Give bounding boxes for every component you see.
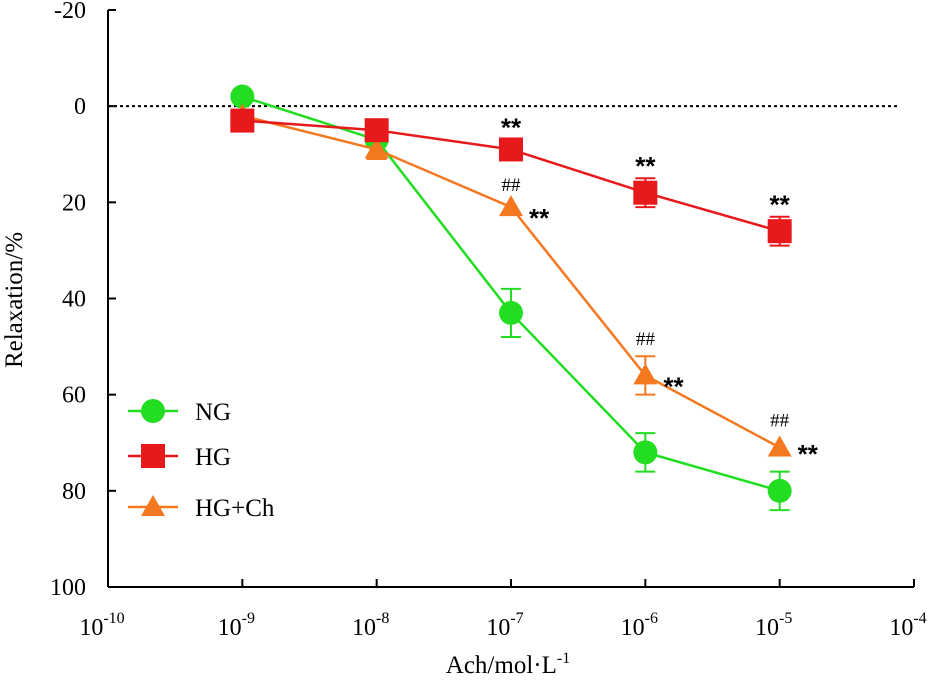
data-point <box>767 478 792 503</box>
legend-label: HG <box>195 444 231 471</box>
significance-hashes: ## <box>636 329 656 350</box>
series-line <box>242 114 781 449</box>
significance-stars: ** <box>635 151 656 181</box>
annotations: ** ** ** ## ** ## ** ## ** <box>501 113 819 469</box>
series-hg <box>230 108 792 247</box>
y-tick-label: 80 <box>62 479 86 505</box>
significance-stars: ** <box>501 113 522 143</box>
data-point <box>633 363 658 385</box>
x-tick-label: 10-6 <box>621 610 658 641</box>
data-point <box>767 435 792 457</box>
legend-item: NG <box>128 399 231 426</box>
x-tick-label: 10-8 <box>352 610 389 641</box>
legend: NG HG HG+Ch <box>128 399 275 522</box>
significance-stars: ** <box>770 190 791 220</box>
y-axis-title: Relaxation/% <box>1 232 28 368</box>
legend-item: HG+Ch <box>128 495 275 522</box>
data-point <box>230 108 255 133</box>
y-tick-label: 40 <box>62 287 86 313</box>
x-tick-label: 10-4 <box>889 610 926 641</box>
significance-hashes: ## <box>770 411 790 432</box>
x-tick-label: 10-7 <box>486 610 523 641</box>
legend-item: HG <box>128 444 231 471</box>
significance-stars: ** <box>529 203 550 233</box>
tick-labels: -20 0 20 40 60 80 100 10-10 10-9 10-8 10-7 10-6 10-5… <box>50 0 927 641</box>
data-point <box>499 300 523 325</box>
axes <box>107 9 915 588</box>
legend-label: HG+Ch <box>195 495 275 522</box>
significance-stars: ** <box>798 439 819 469</box>
x-tick-label: 10-10 <box>79 610 124 641</box>
x-tick-label: 10-9 <box>218 610 255 641</box>
y-tick-label: -20 <box>54 0 86 24</box>
data-point <box>499 195 523 217</box>
data-point <box>633 180 658 205</box>
data-point <box>499 137 523 162</box>
significance-hashes: ## <box>502 175 522 196</box>
data-point <box>767 219 792 244</box>
y-tick-label: 60 <box>62 383 86 409</box>
data-point <box>364 137 389 159</box>
data-point <box>364 118 389 143</box>
legend-marker <box>141 495 165 516</box>
series-group <box>230 84 792 512</box>
y-tick-label: 0 <box>74 94 86 120</box>
x-tick-label: 10-5 <box>755 610 792 641</box>
series-ng <box>230 84 792 512</box>
legend-label: NG <box>195 399 231 426</box>
legend-marker <box>141 444 165 468</box>
data-point <box>633 440 658 465</box>
legend-marker <box>141 399 165 423</box>
y-tick-label: 100 <box>50 575 86 601</box>
x-axis-title: Ach/mol·L-1 <box>446 650 570 679</box>
y-tick-label: 20 <box>62 190 86 216</box>
significance-stars: ** <box>663 371 684 401</box>
data-point <box>230 84 255 109</box>
